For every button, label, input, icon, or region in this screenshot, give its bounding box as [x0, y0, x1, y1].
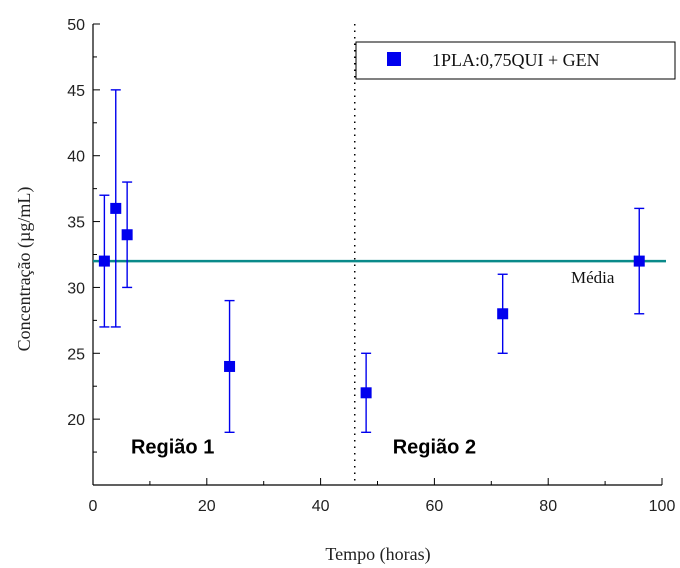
data-point — [497, 273, 509, 354]
data-point — [121, 181, 133, 289]
point-marker — [98, 255, 110, 267]
region-label: Região 2 — [393, 436, 476, 458]
axes: 20 25 30 35 40 45 50 0 20 40 60 80 100 — [67, 17, 675, 515]
mean-line-label: Média — [571, 268, 615, 287]
x-tick-label: 60 — [426, 498, 444, 515]
point-marker — [110, 202, 122, 214]
point-marker — [633, 255, 645, 267]
y-axis-label: Concentração (µg/mL) — [14, 187, 35, 352]
x-tick-label: 100 — [649, 498, 676, 515]
point-marker — [360, 387, 372, 399]
x-tick-label: 80 — [539, 498, 557, 515]
data-point — [98, 194, 110, 328]
y-tick-label: 25 — [67, 346, 85, 363]
y-tick-label: 50 — [67, 17, 85, 34]
x-tick-label: 40 — [312, 498, 330, 515]
data-point — [633, 207, 645, 315]
y-tick-label: 45 — [67, 83, 85, 100]
x-tick-label: 20 — [198, 498, 216, 515]
y-tick-label: 40 — [67, 149, 85, 166]
x-tick-label: 0 — [89, 498, 98, 515]
point-marker — [497, 308, 509, 320]
data-point — [360, 352, 372, 434]
overlays: Média Região 1 Região 2 — [93, 24, 666, 485]
y-tick-label: 20 — [67, 412, 85, 429]
data-point — [110, 89, 122, 328]
legend: 1PLA:0,75QUI + GEN — [355, 41, 676, 80]
point-marker — [121, 229, 133, 241]
y-tick-label: 35 — [67, 215, 85, 232]
x-axis-label: Tempo (horas) — [325, 544, 430, 565]
legend-marker — [387, 52, 401, 66]
legend-box — [355, 41, 676, 80]
data-point — [224, 299, 236, 434]
point-marker — [224, 360, 236, 372]
region-label: Região 1 — [131, 436, 214, 458]
y-tick-label: 30 — [67, 280, 85, 297]
legend-label: 1PLA:0,75QUI + GEN — [432, 50, 600, 70]
data-points — [98, 89, 645, 434]
